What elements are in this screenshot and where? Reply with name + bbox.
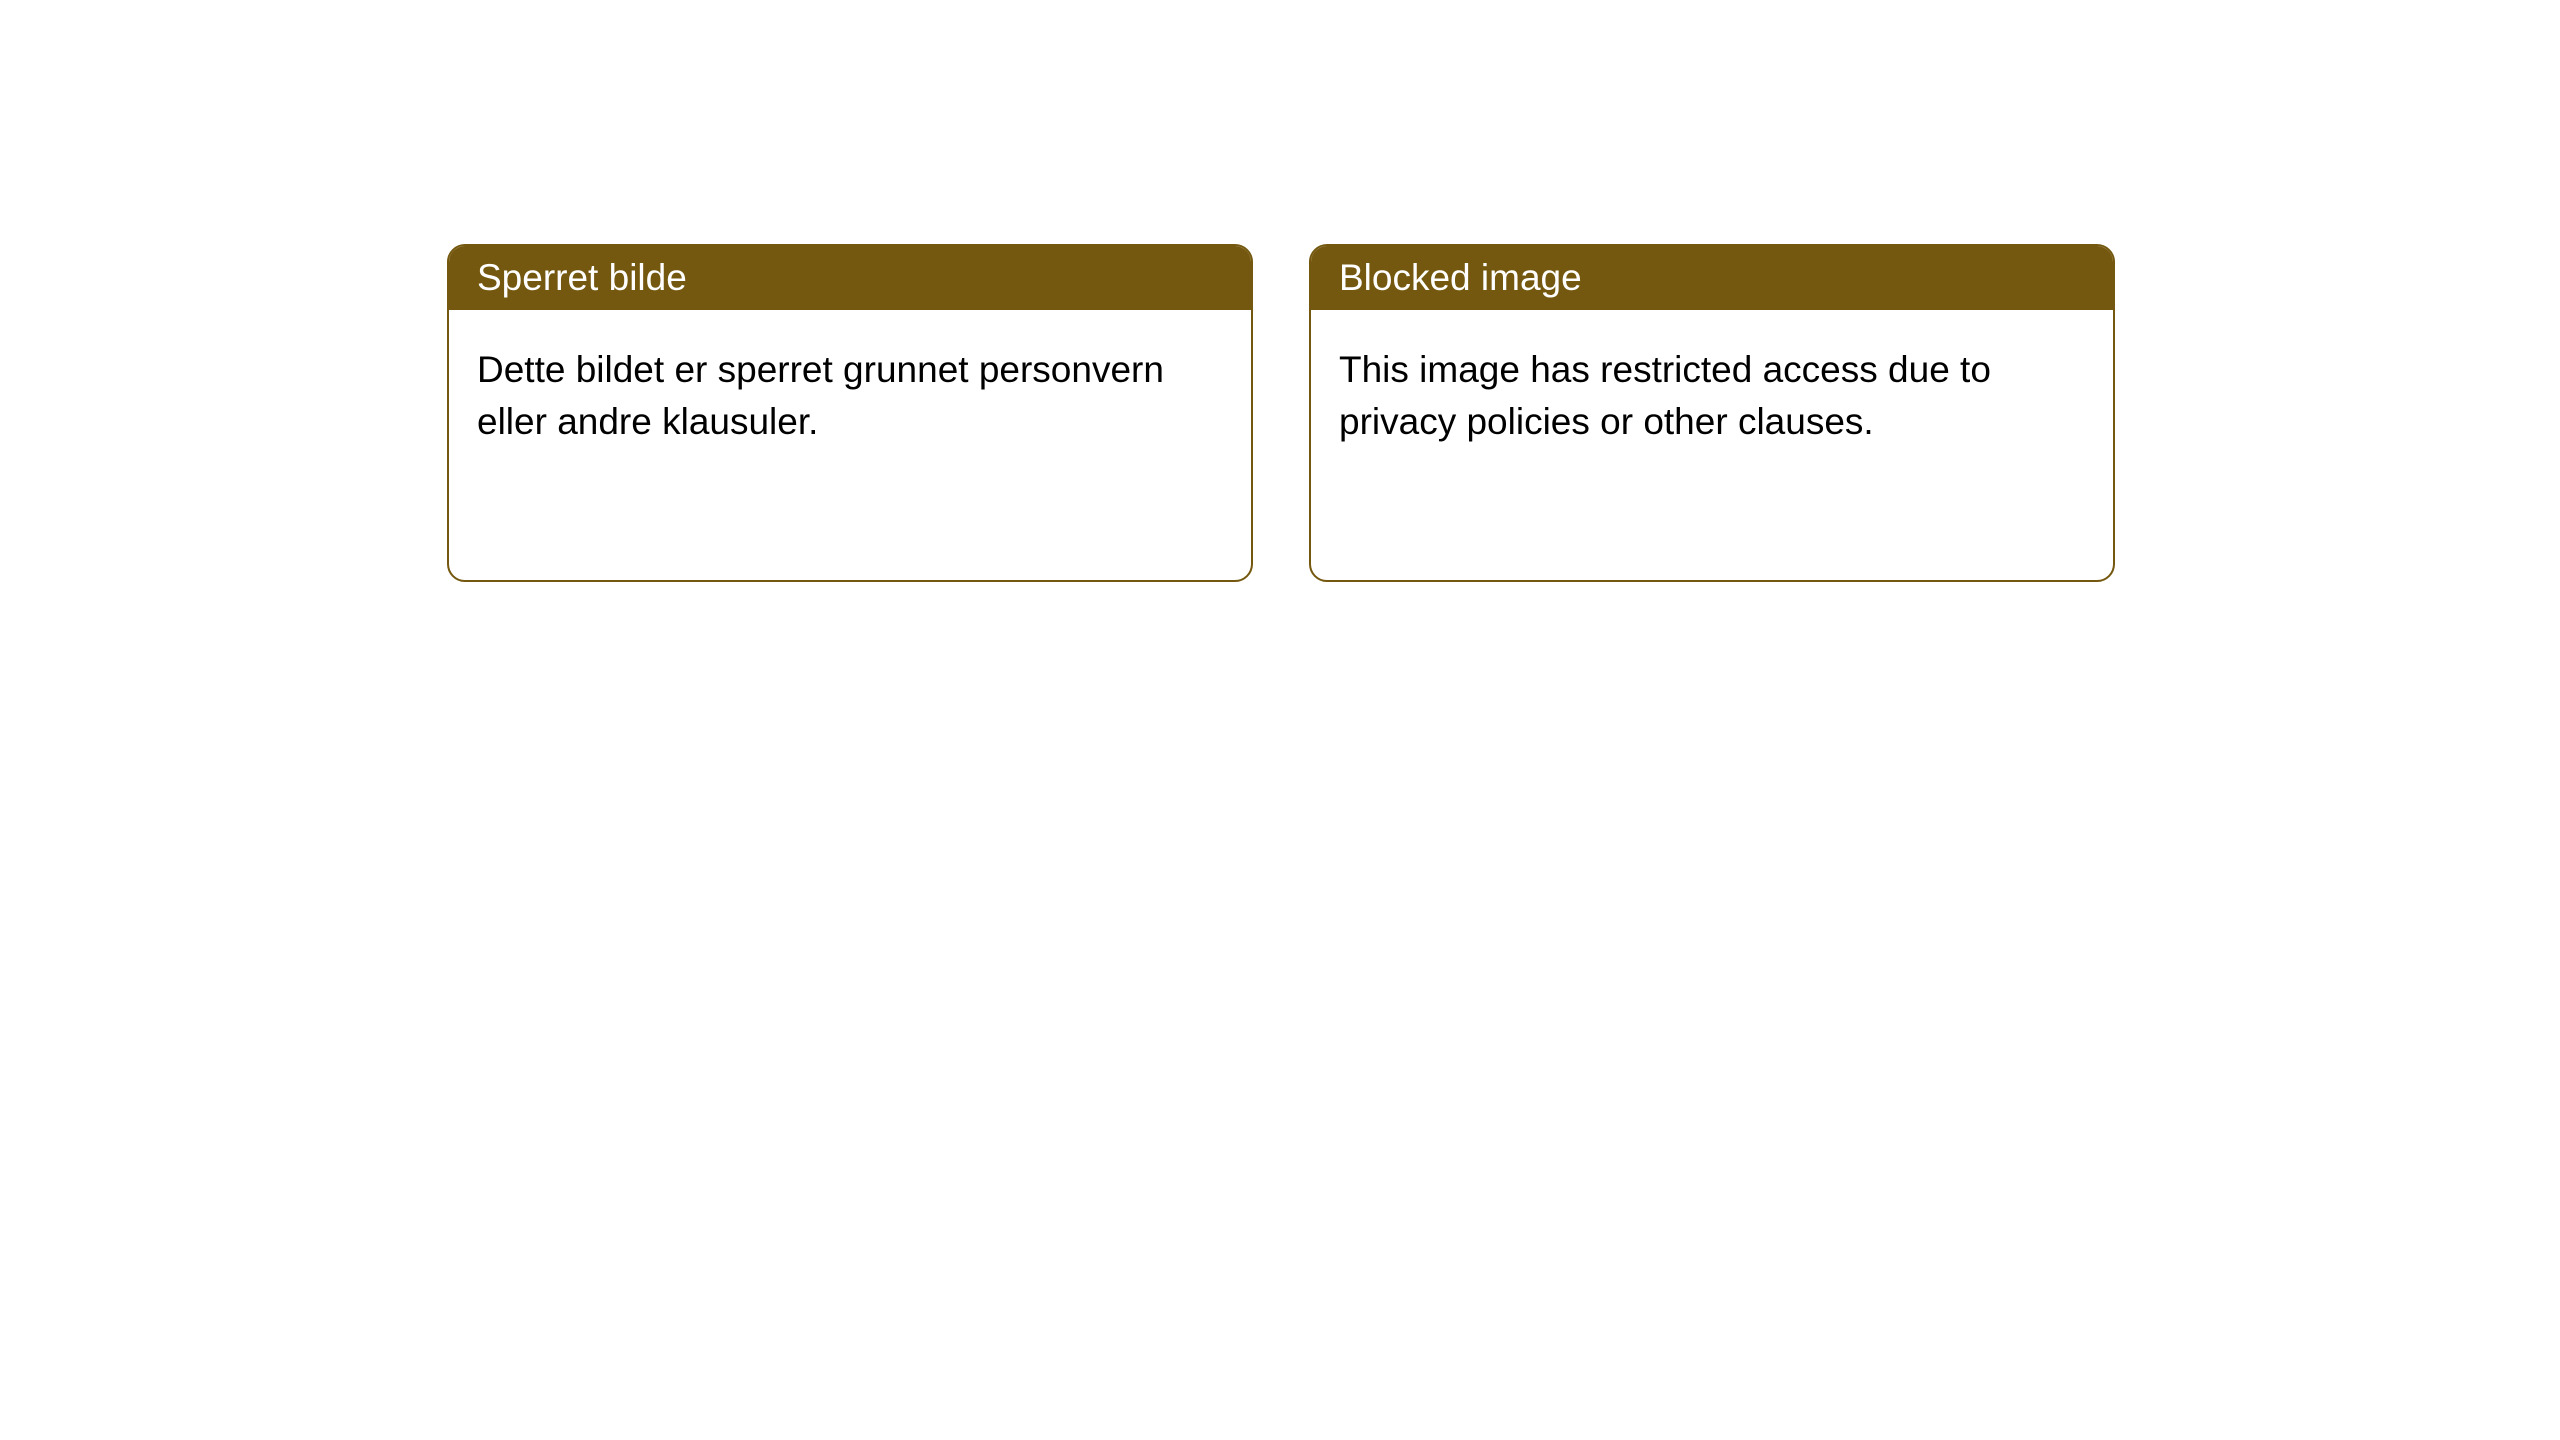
notice-card-norwegian: Sperret bilde Dette bildet er sperret gr… bbox=[447, 244, 1253, 582]
notice-card-body: Dette bildet er sperret grunnet personve… bbox=[449, 310, 1251, 482]
notice-cards-container: Sperret bilde Dette bildet er sperret gr… bbox=[447, 244, 2115, 582]
notice-card-english: Blocked image This image has restricted … bbox=[1309, 244, 2115, 582]
notice-card-text: Dette bildet er sperret grunnet personve… bbox=[477, 349, 1164, 442]
notice-card-header: Sperret bilde bbox=[449, 246, 1251, 310]
notice-card-title: Blocked image bbox=[1339, 257, 1582, 298]
notice-card-title: Sperret bilde bbox=[477, 257, 687, 298]
notice-card-body: This image has restricted access due to … bbox=[1311, 310, 2113, 482]
notice-card-header: Blocked image bbox=[1311, 246, 2113, 310]
notice-card-text: This image has restricted access due to … bbox=[1339, 349, 1991, 442]
